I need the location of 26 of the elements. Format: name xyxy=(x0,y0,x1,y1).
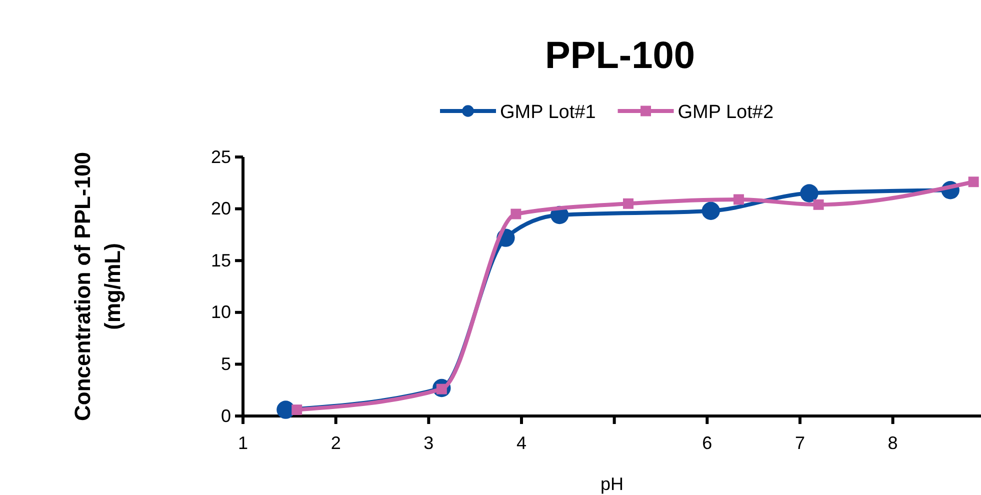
x-tick-label: 4 xyxy=(516,432,526,453)
x-tick-label: 7 xyxy=(794,432,805,453)
chart-title: PPL-100 xyxy=(545,35,695,77)
y-tick-label: 5 xyxy=(220,354,231,374)
legend-label: GMP Lot#1 xyxy=(500,102,596,123)
point xyxy=(800,184,818,202)
point xyxy=(733,194,744,205)
point xyxy=(623,198,634,209)
y-tick-label: 25 xyxy=(210,146,231,167)
x-tick-label: 6 xyxy=(702,432,712,453)
y-axis-title: Concentration of PPL-100 (mg/mL) xyxy=(70,152,125,421)
x-tick-label: 3 xyxy=(424,432,434,453)
y-tick-label: 20 xyxy=(210,198,231,219)
point xyxy=(813,199,824,210)
y-tick-label: 10 xyxy=(210,302,231,322)
y-tick-label: 15 xyxy=(210,250,231,270)
point xyxy=(968,176,979,188)
legend-label: GMP Lot#2 xyxy=(678,102,774,123)
point xyxy=(510,208,522,220)
point xyxy=(702,202,720,220)
x-tick-label: 2 xyxy=(330,432,341,453)
x-tick-label: 8 xyxy=(888,432,898,453)
point xyxy=(292,404,302,416)
x-axis-title: pH xyxy=(600,474,624,494)
y-tick-label: 0 xyxy=(220,406,231,426)
x-tick-label: 1 xyxy=(238,432,248,453)
